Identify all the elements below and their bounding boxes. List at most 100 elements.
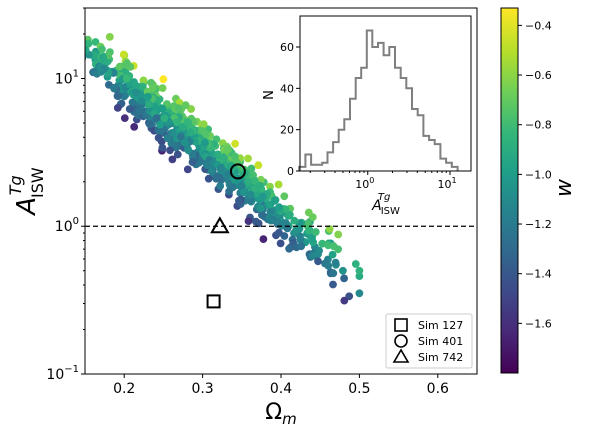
inset-x-tick-label: 100 [355,176,374,191]
x-tick-label: 0.6 [427,381,449,397]
inset-histogram: 100 101 0 20 40 60 N AISWTg [262,15,472,217]
scatter-point [276,239,285,248]
scatter-point [275,228,283,237]
scatter-point [314,257,322,266]
scatter-point [144,92,152,101]
x-tick-label: 0.2 [113,381,135,397]
main-xlabel: Ωm [265,400,296,428]
scatter-point [73,31,81,39]
scatter-point [186,128,195,137]
marker-square [206,294,221,309]
scatter-point [137,97,146,105]
scatter-point [285,211,294,220]
scatter-point [75,55,83,63]
scatter-point [252,217,260,226]
scatter-point [168,128,177,137]
scatter-point [120,114,129,122]
scatter-point [184,118,192,127]
scatter-point [340,274,348,283]
scatter-point [138,82,147,91]
scatter-point [318,239,327,248]
legend-label: Sim 742 [418,351,463,364]
y-tick-label: 100 [55,216,79,235]
x-tick-label: 0.4 [270,381,292,397]
scatter-point [173,118,181,127]
scatter-point [100,64,109,73]
scatter-point [125,105,134,113]
scatter-point [229,183,237,192]
scatter-point [308,234,316,243]
scatter-point [219,153,228,162]
scatter-point [329,280,337,289]
scatter-point [132,88,140,97]
inset-y-tick-label: 0 [287,165,294,178]
scatter-point [158,104,167,113]
scatter-point [145,119,154,128]
main-y-ticks: 10−1 100 101 [46,7,85,383]
scatter-point [174,104,183,113]
scatter-point [145,100,154,109]
inset-x-ticks: 100 101 [309,171,457,191]
scatter-point [176,132,185,141]
scatter-point [256,204,265,213]
scatter-point [297,242,306,251]
scatter-point [258,211,266,219]
svg-text:AISWTg: AISWTg [6,167,47,217]
scatter-point [183,165,192,174]
scatter-point [123,59,131,67]
scatter-point [254,161,263,170]
scatter-point [274,180,283,189]
scatter-point [76,22,84,30]
colorbar-tick-label: −0.6 [525,69,552,82]
scatter-point [166,146,174,155]
scatter-point [115,62,124,71]
scatter-point [91,38,100,46]
scatter-point [355,266,364,275]
x-tick-label: 0.3 [191,381,213,397]
scatter-point [148,84,157,93]
scatter-point [98,45,106,54]
scatter-point [304,208,313,217]
inset-x-tick-label: 101 [437,176,456,191]
scatter-point [85,46,90,54]
scatter-point [90,50,99,59]
scatter-point [70,26,78,34]
scatter-point [181,101,190,110]
main-ylabel: AISWTg [6,167,47,217]
scatter-point [99,53,107,62]
scatter-point [65,33,73,41]
scatter-point [217,164,225,172]
scatter-point [181,138,189,147]
scatter-point [292,226,300,235]
scatter-point [215,173,224,182]
scatter-point [151,102,159,111]
scatter-point [63,30,71,38]
scatter-point [280,192,289,201]
scatter-point [258,192,267,201]
scatter-point [325,225,334,233]
scatter-point [244,217,253,226]
scatter-point [237,181,246,190]
scatter-point [65,10,73,18]
inset-y-ticks: 0 20 40 60 [280,41,300,178]
scatter-point [184,146,193,155]
scatter-point [311,228,320,236]
colorbar-tick-label: −1.0 [525,168,552,181]
colorbar-tick-label: −0.8 [525,119,552,132]
scatter-point [119,50,128,59]
marker-triangle [210,216,230,234]
scatter-point [58,3,66,11]
scatter-point [266,182,274,191]
colorbar-tick-label: −1.6 [525,317,552,330]
highlighted-simulations [206,163,246,309]
scatter-point [188,158,197,167]
histogram-step-line [298,29,459,171]
scatter-point [334,230,343,239]
colorbar: −0.4 −0.6 −0.8 −1.0 −1.2 −1.4 −1.6 w [500,7,577,374]
scatter-point [244,154,252,163]
scatter-point [187,105,196,113]
colorbar-tick-label: −1.2 [525,218,552,231]
scatter-point [273,218,282,227]
scatter-point [203,161,211,170]
scatter-point [275,203,283,212]
